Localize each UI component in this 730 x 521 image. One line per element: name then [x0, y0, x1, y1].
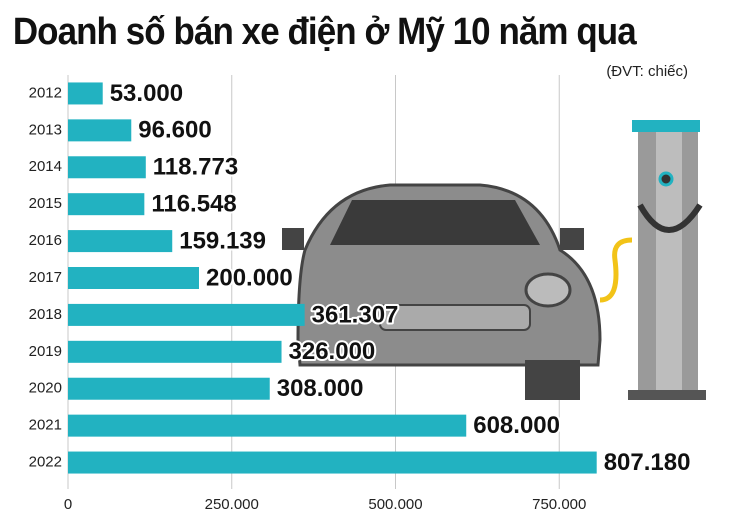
chart-title: Doanh số bán xe điện ở Mỹ 10 năm qua	[13, 10, 637, 53]
value-label: 53.000	[110, 80, 183, 107]
value-label: 807.180	[604, 449, 691, 476]
x-tick-label: 750.000	[532, 496, 586, 513]
y-tick-label: 2014	[29, 158, 62, 175]
y-tick-label: 2018	[29, 306, 62, 323]
chart-subtitle: (ĐVT: chiếc)	[606, 63, 688, 80]
value-label: 608.000	[473, 412, 560, 439]
y-tick-label: 2016	[29, 232, 62, 249]
y-tick-label: 2012	[29, 84, 62, 101]
y-tick-label: 2017	[29, 269, 62, 286]
bar	[68, 193, 145, 216]
bar	[68, 230, 173, 253]
y-tick-label: 2022	[29, 454, 62, 471]
value-label: 118.773	[153, 154, 238, 181]
value-label: 200.000	[206, 264, 293, 291]
bar	[68, 303, 305, 326]
value-label: 326.000	[289, 338, 376, 365]
bar	[68, 156, 146, 179]
bar	[68, 414, 467, 437]
y-tick-label: 2021	[29, 417, 62, 434]
value-label: 159.139	[179, 227, 266, 254]
y-tick-label: 2015	[29, 195, 62, 212]
value-label: 361.307	[312, 301, 399, 328]
bar	[68, 377, 270, 400]
value-label: 116.548	[151, 191, 236, 218]
y-tick-label: 2013	[29, 121, 62, 138]
value-label: 308.000	[277, 375, 364, 402]
illustration	[282, 120, 706, 400]
y-tick-label: 2019	[29, 343, 62, 360]
x-tick-label: 0	[64, 496, 72, 513]
x-tick-label: 250.000	[205, 496, 259, 513]
bar	[68, 119, 132, 142]
bar	[68, 267, 199, 289]
y-tick-label: 2020	[29, 380, 62, 397]
x-tick-label: 500.000	[368, 496, 422, 513]
value-label: 96.600	[138, 117, 211, 144]
bar	[68, 340, 282, 363]
bar	[68, 451, 597, 474]
bar	[68, 82, 103, 105]
